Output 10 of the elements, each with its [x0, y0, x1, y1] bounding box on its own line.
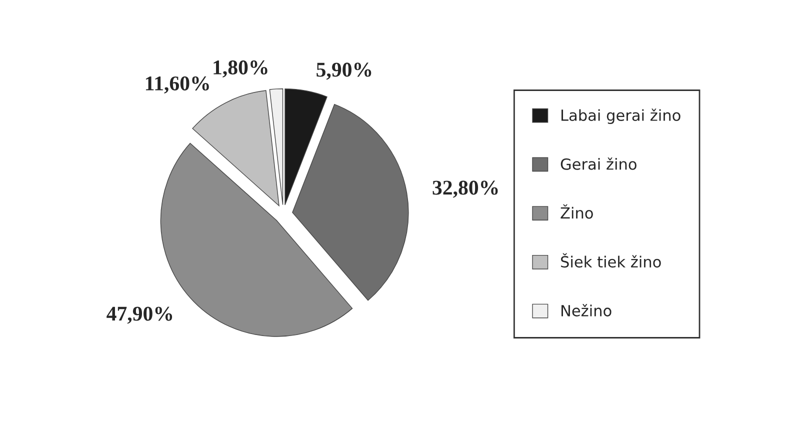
legend-label: Nežino [562, 304, 612, 316]
data-label: 47,90% [106, 306, 172, 324]
data-label: 1,80% [214, 60, 268, 78]
data-label: 11,60% [146, 76, 209, 94]
data-label: 5,90% [316, 62, 372, 80]
legend-label: Gerai žino [560, 157, 636, 170]
legend-label: Šiek tiek žino [561, 253, 661, 268]
legend-label: Labai gerai žino [562, 108, 680, 124]
legend-label: Žino [560, 204, 593, 219]
data-label: 32,80% [432, 180, 498, 198]
